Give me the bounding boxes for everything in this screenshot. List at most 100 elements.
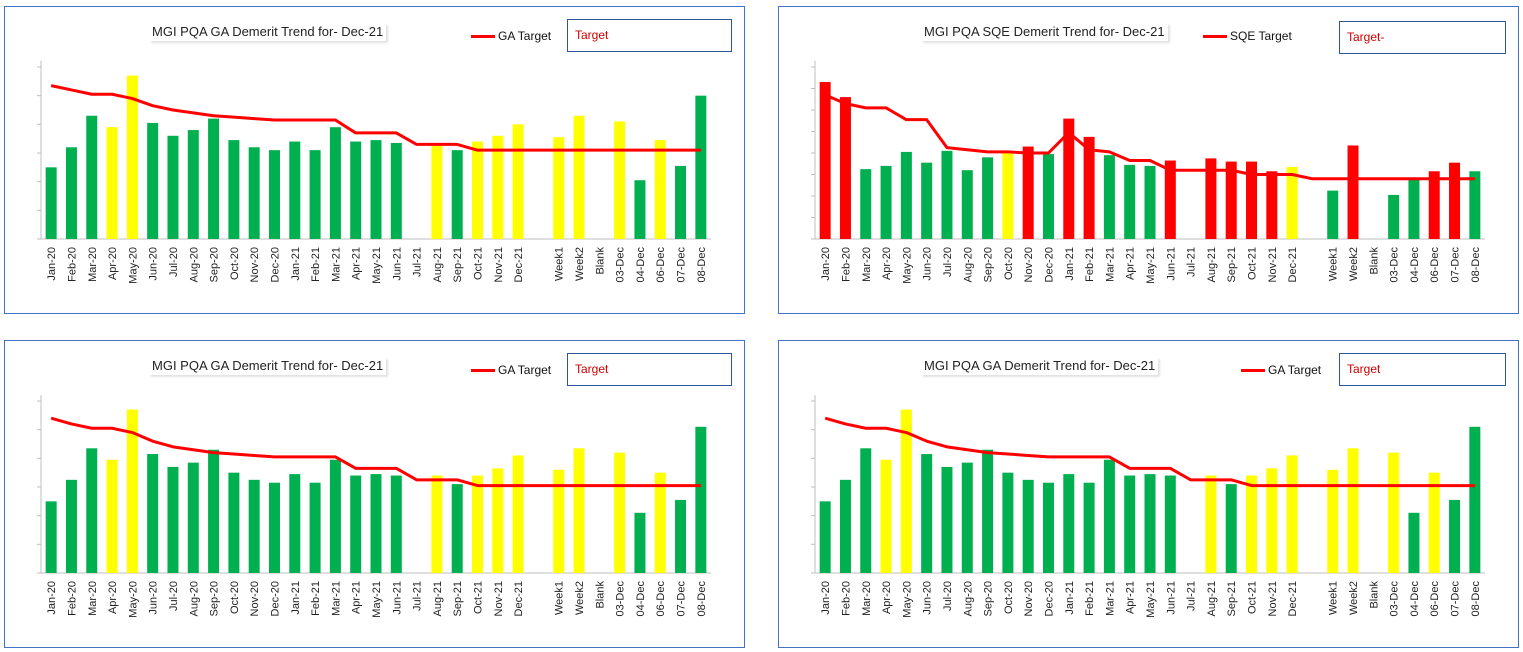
x-tick-label: Oct-21 — [1247, 247, 1259, 280]
x-tick-label: Dec-21 — [1287, 581, 1299, 616]
bar — [1327, 469, 1339, 573]
bar — [1103, 459, 1115, 573]
bar — [126, 75, 138, 239]
bar — [880, 459, 892, 573]
x-tick-label: Jan-21 — [1064, 247, 1076, 281]
x-tick-label: Dec-20 — [1043, 247, 1055, 282]
bar — [208, 449, 220, 573]
bar — [695, 95, 707, 240]
bar — [208, 118, 220, 239]
x-tick-label: Oct-20 — [229, 581, 241, 614]
x-tick-label: Week1 — [1328, 247, 1340, 281]
chart-panel-sqe-top: Jan-20 Feb-20 Mar-20 Apr-20 May-20 Jun-20 Jul-… — [778, 6, 1519, 314]
chart-legend: GA Target — [1241, 363, 1321, 377]
bar — [921, 454, 933, 573]
bar — [860, 448, 872, 573]
x-tick-label: Sep-20 — [983, 581, 995, 616]
legend-line-icon — [1241, 369, 1265, 373]
x-tick-label: Jan-20 — [46, 247, 58, 281]
bar — [147, 122, 159, 239]
bar — [1022, 479, 1034, 573]
bar — [126, 409, 138, 573]
x-tick-label: Apr-20 — [881, 581, 893, 614]
bar — [839, 479, 851, 573]
x-tick-label: Feb-21 — [310, 581, 322, 616]
x-tick-label: Apr-20 — [107, 581, 119, 614]
bar — [1469, 426, 1481, 573]
bar — [900, 409, 912, 573]
chart-plot: Jan-20 Feb-20 Mar-20 Apr-20 May-20 Jun-20 Jul-… — [811, 61, 1485, 284]
bar — [86, 448, 98, 573]
legend-label: SQE Target — [1230, 29, 1292, 43]
bar — [1266, 468, 1278, 573]
bar — [1063, 474, 1075, 573]
x-tick-label: Week2 — [574, 581, 586, 615]
x-tick-label: Sep-21 — [1226, 581, 1238, 616]
bar — [573, 115, 585, 239]
bar — [1408, 179, 1420, 239]
bar — [390, 142, 402, 239]
bar — [492, 135, 504, 239]
chart-plot: Jan-20 Feb-20 Mar-20 Apr-20 May-20 Jun-20 Jul-… — [37, 61, 711, 284]
bar — [1408, 512, 1420, 573]
bar — [982, 449, 994, 573]
x-tick-label: Nov-21 — [1267, 581, 1279, 616]
chart-title: MGI PQA GA Demerit Trend for- Dec-21 — [149, 357, 387, 375]
bar — [309, 482, 321, 573]
x-tick-label: 08-Dec — [1470, 247, 1482, 283]
x-tick-label: Apr-21 — [1125, 247, 1137, 280]
bar — [1225, 484, 1237, 573]
bar — [390, 475, 402, 573]
x-tick-label: Oct-21 — [473, 581, 485, 614]
x-tick-label: Jun-20 — [922, 247, 934, 281]
target-line — [50, 416, 701, 488]
bar — [573, 448, 585, 573]
x-tick-label: Sep-20 — [983, 247, 995, 282]
x-tick-label: Jan-20 — [820, 247, 832, 281]
x-tick-label: Sep-21 — [452, 247, 464, 282]
bar — [106, 459, 118, 573]
x-tick-label: Nov-20 — [249, 247, 261, 282]
x-tick-label: 03-Dec — [615, 247, 627, 283]
bar — [1063, 118, 1075, 239]
legend-label: GA Target — [498, 29, 552, 43]
x-tick-label: 04-Dec — [1409, 247, 1421, 283]
bar — [187, 462, 199, 573]
bar — [370, 140, 382, 239]
x-tick-label: Jan-21 — [1064, 581, 1076, 615]
legend-label: GA Target — [1268, 363, 1322, 377]
bar — [553, 469, 565, 573]
x-tick-label: Dec-21 — [1287, 247, 1299, 282]
x-tick-label: Feb-20 — [840, 247, 852, 282]
x-tick-label: Sep-21 — [452, 581, 464, 616]
target-line — [824, 416, 1475, 488]
bar — [839, 97, 851, 239]
chart-title: MGI PQA SQE Demerit Trend for- Dec-21 — [921, 23, 1168, 41]
x-tick-label: Sep-20 — [209, 247, 221, 282]
x-tick-label: 03-Dec — [615, 581, 627, 617]
x-tick-label: Nov-20 — [249, 581, 261, 616]
bar — [1083, 482, 1095, 573]
chart-plot: Jan-20 Feb-20 Mar-20 Apr-20 May-20 Jun-20 Jul-… — [811, 395, 1485, 618]
bar — [1042, 154, 1054, 239]
legend-label: GA Target — [498, 363, 552, 377]
x-tick-label: Mar-21 — [330, 247, 342, 282]
bar — [329, 127, 341, 239]
bar — [1124, 164, 1136, 239]
x-tick-label: Jul-20 — [168, 581, 180, 611]
bar — [982, 157, 994, 239]
x-tick-label: Aug-21 — [432, 247, 444, 282]
bar — [819, 82, 831, 239]
bar — [167, 135, 179, 239]
x-tick-label: Jul-20 — [942, 247, 954, 277]
legend-line-icon — [471, 369, 495, 373]
x-tick-label: Feb-21 — [1084, 581, 1096, 616]
x-tick-label: Blank — [594, 247, 606, 275]
bar — [1428, 171, 1440, 239]
x-tick-label: Aug-21 — [432, 581, 444, 616]
x-tick-label: Feb-21 — [1084, 247, 1096, 282]
x-tick-label: Aug-21 — [1206, 581, 1218, 616]
bar — [167, 466, 179, 573]
x-tick-label: Apr-20 — [881, 247, 893, 280]
x-tick-label: 06-Dec — [655, 581, 667, 617]
